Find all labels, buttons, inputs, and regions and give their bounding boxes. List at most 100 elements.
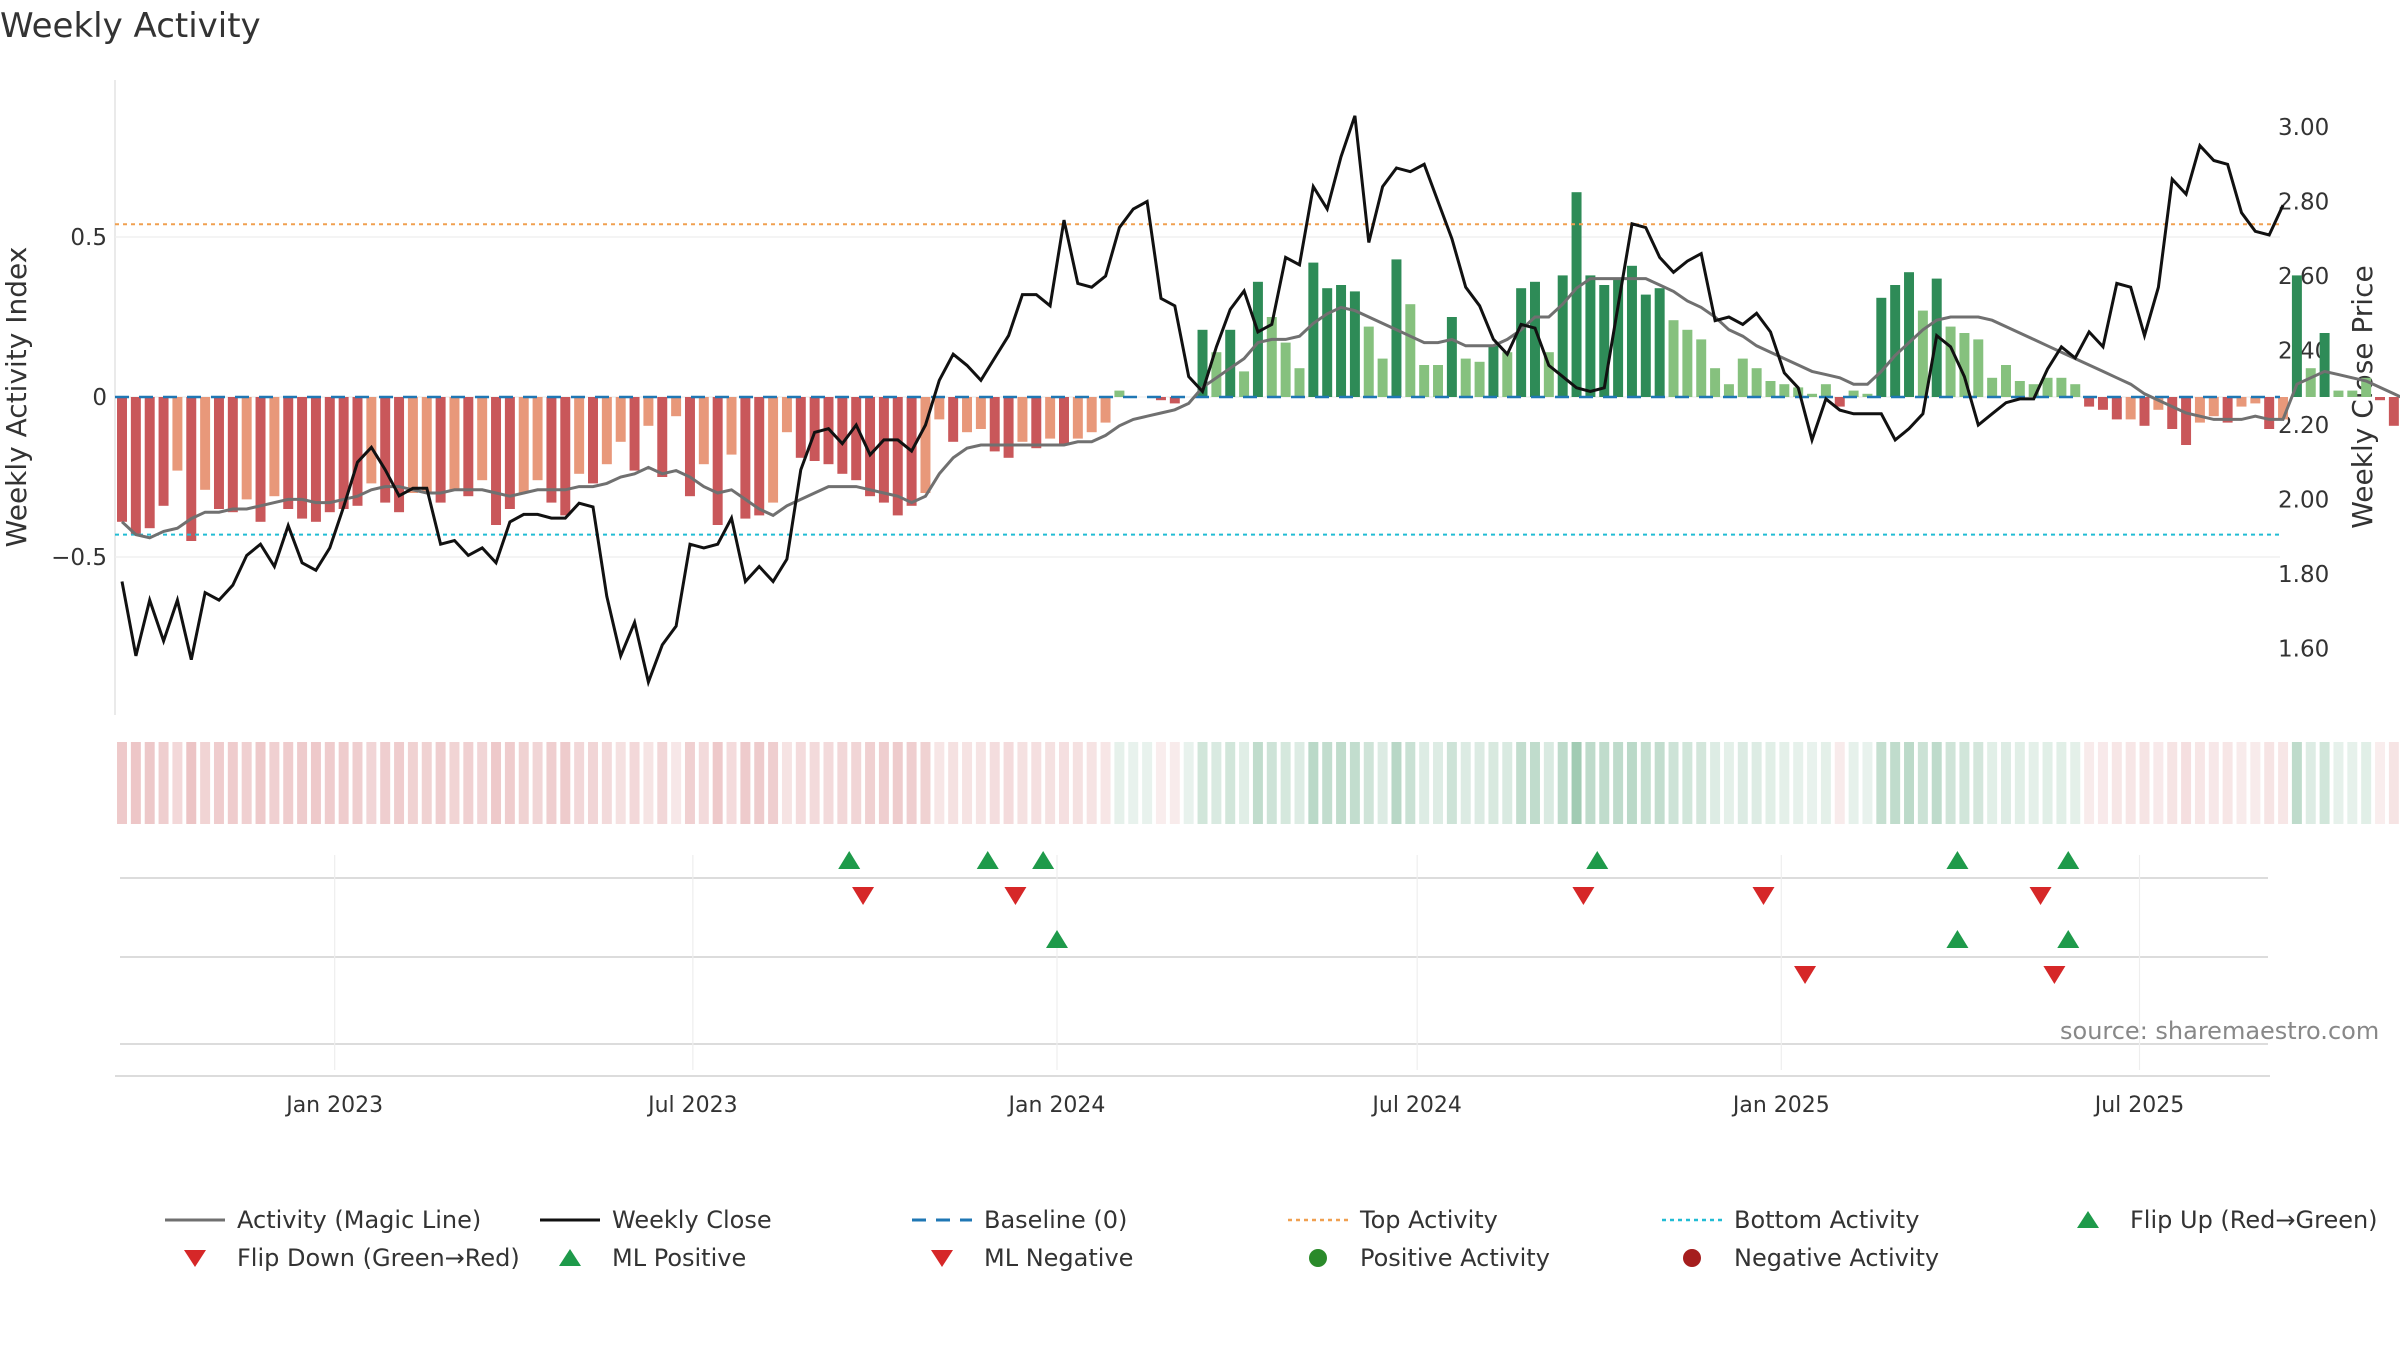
activity-bar: [1543, 352, 1554, 397]
activity-bar: [671, 397, 682, 417]
activity-bar: [1585, 275, 1596, 397]
activity-bar: [920, 397, 931, 493]
activity-bar: [1225, 329, 1236, 397]
activity-bar: [394, 397, 405, 513]
legend-solid-line-black-icon: [540, 1218, 600, 1222]
heat-cell: [477, 742, 488, 824]
activity-bar: [2000, 365, 2011, 397]
activity-bar: [2194, 397, 2205, 423]
heat-cell: [2125, 742, 2136, 824]
heat-cell: [1516, 742, 1527, 824]
activity-bar: [2208, 397, 2219, 417]
heat-cell: [1557, 742, 1568, 824]
activity-bar: [643, 397, 654, 426]
activity-bar: [1086, 397, 1097, 433]
activity-bar: [1474, 361, 1485, 397]
heat-cell: [2153, 742, 2164, 824]
activity-bar: [1239, 371, 1250, 397]
activity-bar: [2222, 397, 2233, 423]
heat-cell: [1377, 742, 1388, 824]
legend-triangle-down-red-icon: [184, 1250, 206, 1267]
activity-bar: [975, 397, 986, 429]
heat-cell: [2042, 742, 2053, 824]
heat-cell: [574, 742, 585, 824]
activity-bar: [297, 397, 308, 519]
x-tick-label: Jul 2024: [1370, 1093, 1462, 1118]
heat-cell: [892, 742, 903, 824]
activity-bar: [574, 397, 585, 474]
activity-bar: [2056, 377, 2067, 397]
activity-bar: [1349, 291, 1360, 397]
heat-cell: [1405, 742, 1416, 824]
heat-cell: [657, 742, 668, 824]
heat-cell: [463, 742, 474, 824]
activity-bar: [518, 397, 529, 493]
activity-bar: [421, 397, 432, 493]
activity-bar: [1571, 192, 1582, 397]
heat-cell: [130, 742, 141, 824]
activity-bar: [1779, 384, 1790, 397]
flip-up-marker: [1586, 851, 1609, 869]
heat-cell: [1114, 742, 1125, 824]
heat-cell: [1488, 742, 1499, 824]
heat-cell: [504, 742, 515, 824]
heat-cell: [421, 742, 432, 824]
heat-cell: [2278, 742, 2289, 824]
legend-label: Weekly Close: [612, 1206, 772, 1234]
heat-cell: [297, 742, 308, 824]
heat-cell: [823, 742, 834, 824]
activity-bar: [2319, 333, 2330, 397]
activity-bar: [283, 397, 294, 509]
activity-bar: [657, 397, 668, 477]
activity-bar: [227, 397, 238, 513]
heat-cell: [948, 742, 959, 824]
activity-bar: [2042, 377, 2053, 397]
heat-cell: [615, 742, 626, 824]
ml-positive-marker: [1946, 930, 1969, 948]
activity-bar: [1765, 381, 1776, 397]
heat-cell: [2194, 742, 2205, 824]
activity-bar: [1405, 304, 1416, 397]
activity-bar: [1654, 288, 1665, 397]
activity-bar: [2167, 397, 2178, 429]
activity-bar: [781, 397, 792, 433]
activity-bar: [324, 397, 335, 513]
flip-up-marker: [838, 851, 861, 869]
activity-bar: [1723, 384, 1734, 397]
heat-cell: [213, 742, 224, 824]
heat-cell: [338, 742, 349, 824]
ml-negative-marker: [1794, 966, 1817, 984]
heat-cell: [2305, 742, 2316, 824]
activity-bar: [615, 397, 626, 442]
heat-cell: [975, 742, 986, 824]
x-tick-label: Jan 2025: [1731, 1093, 1830, 1118]
heat-cell: [1419, 742, 1430, 824]
activity-bar: [837, 397, 848, 474]
activity-bar: [532, 397, 543, 481]
heat-cell: [726, 742, 737, 824]
activity-bar: [2181, 397, 2192, 445]
legend-label: Flip Down (Green→Red): [237, 1244, 520, 1272]
heat-cell: [1765, 742, 1776, 824]
heat-cell: [1530, 742, 1540, 824]
x-tick-label: Jan 2024: [1007, 1093, 1106, 1118]
heat-cell: [1142, 742, 1153, 824]
activity-bar: [2111, 397, 2122, 420]
activity-bar: [1876, 297, 1887, 397]
chart-legend: Activity (Magic Line) Weekly Close Baselin…: [0, 1200, 2400, 1290]
activity-bar: [1280, 342, 1291, 397]
activity-bar: [1626, 265, 1637, 397]
flip-up-marker: [2057, 851, 2080, 869]
activity-bar: [1114, 390, 1125, 397]
activity-bar: [2125, 397, 2136, 420]
activity-bar: [601, 397, 612, 465]
activity-bar: [1031, 397, 1042, 449]
activity-bars: [117, 192, 2399, 541]
activity-bar: [2250, 397, 2261, 404]
activity-bar: [352, 397, 363, 506]
legend-label: Activity (Magic Line): [237, 1206, 482, 1234]
heat-cell: [310, 742, 321, 824]
heat-cell: [1336, 742, 1347, 824]
activity-bar: [588, 397, 598, 484]
weekly-close-line: [120, 115, 2285, 688]
